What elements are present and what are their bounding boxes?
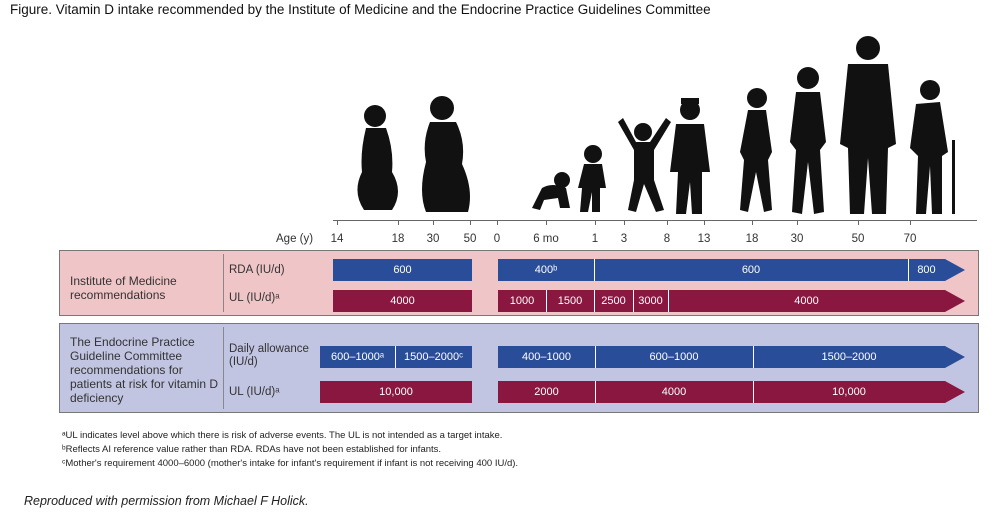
endocrine-divider [223, 327, 224, 409]
age-tick-label: 18 [391, 233, 405, 245]
endocrine-group-label: The Endocrine Practice Guideline Committ… [70, 335, 219, 405]
iom-rda-arrow-head [945, 259, 965, 281]
endocrine-ul-segment-label: 10,000 [832, 386, 866, 398]
age-tick-label: 18 [745, 233, 759, 245]
endocrine-ul-label: UL (IU/d)ᵃ [229, 386, 280, 398]
iom-ul-arrow-head [945, 290, 965, 312]
endocrine-daily-allowance-segment-label: 600–1000 [649, 351, 699, 363]
endocrine-ul-arrow-head [945, 381, 965, 403]
age-tick-label: 50 [463, 233, 477, 245]
age-tick-label: 3 [620, 233, 628, 245]
iom-ul-bar [498, 290, 945, 312]
iom-rda-bar [333, 259, 472, 281]
teen-boy-icon [670, 98, 710, 214]
age-tick-mark [752, 220, 753, 225]
elderly-man-with-cane-icon [910, 80, 955, 214]
endocrine-ul-segment-separator [595, 381, 596, 403]
figure-title: Figure. Vitamin D intake recommended by … [10, 2, 711, 17]
age-tick-mark [337, 220, 338, 225]
age-tick-mark [858, 220, 859, 225]
endocrine-ul-segment-label: 4000 [661, 386, 687, 398]
iom-rda-segment-label: 600 [393, 264, 412, 276]
age-tick-mark [910, 220, 911, 225]
age-tick-mark [595, 220, 596, 225]
iom-divider [223, 254, 224, 312]
iom-rda-label: RDA (IU/d) [229, 264, 285, 276]
breastfeeding-mother-icon [422, 96, 470, 212]
endocrine-daily-allowance-segment-label: 1500–2000ᶜ [404, 351, 463, 363]
iom-group-label: Institute of Medicine recommendations [70, 274, 177, 302]
endocrine-ul-segment-label: 10,000 [379, 386, 413, 398]
iom-rda-segment-separator [908, 259, 909, 281]
age-tick-label: 6 mo [533, 233, 559, 245]
age-tick-mark [470, 220, 471, 225]
age-tick-label: 30 [790, 233, 804, 245]
iom-ul-segment-label: 4000 [390, 295, 415, 307]
pregnant-woman-icon [357, 105, 398, 210]
endocrine-ul-bar [498, 381, 945, 403]
crawling-baby-icon [532, 172, 570, 210]
iom-rda-segment-label: 400ᵇ [534, 264, 558, 276]
credit-line: Reproduced with permission from Michael … [24, 494, 309, 508]
age-tick-label: 14 [330, 233, 344, 245]
age-tick-label: 1 [591, 233, 599, 245]
age-tick-label: 8 [663, 233, 671, 245]
iom-ul-segment-label: 2500 [601, 295, 626, 307]
iom-ul-segment-separator [594, 290, 595, 312]
endocrine-daily-allowance-bar [320, 346, 472, 368]
endocrine-daily-allowance-segment-label: 400–1000 [522, 351, 571, 363]
girl-walking-icon [740, 88, 772, 212]
age-axis-line [333, 220, 977, 221]
woman-icon [790, 67, 826, 214]
age-tick-mark [546, 220, 547, 225]
child-jumping-icon [618, 118, 671, 212]
iom-ul-segment-separator [546, 290, 547, 312]
life-stage-silhouettes [357, 36, 955, 214]
age-tick-label: 70 [903, 233, 917, 245]
endocrine-ul-segment-separator [753, 381, 754, 403]
age-tick-label: 30 [426, 233, 440, 245]
age-tick-label: 13 [697, 233, 711, 245]
man-icon [840, 36, 896, 214]
endocrine-daily-allowance-arrow-head [945, 346, 965, 368]
age-tick-mark [624, 220, 625, 225]
iom-ul-label: UL (IU/d)ᵃ [229, 292, 280, 304]
endocrine-daily-allowance-bar [498, 346, 945, 368]
iom-ul-segment-separator [668, 290, 669, 312]
endocrine-daily-allowance-segment-separator [753, 346, 754, 368]
age-tick-mark [704, 220, 705, 225]
endocrine-ul-segment-label: 2000 [534, 386, 559, 398]
iom-rda-bar [498, 259, 945, 281]
endocrine-daily-allowance-label: Daily allowance (IU/d) [229, 343, 309, 368]
age-tick-mark [398, 220, 399, 225]
footnote-c: ᶜMother's requirement 4000–6000 (mother'… [62, 458, 519, 469]
footnote-a: ᵃUL indicates level above which there is… [62, 430, 503, 441]
iom-rda-segment-label: 600 [741, 264, 761, 276]
toddler-icon [578, 145, 606, 212]
endocrine-ul-bar [320, 381, 472, 403]
iom-ul-bar [333, 290, 472, 312]
iom-ul-segment-label: 3000 [638, 295, 663, 307]
iom-ul-segment-label: 1500 [557, 295, 583, 307]
footnote-b: ᵇReflects AI reference value rather than… [62, 444, 442, 455]
endocrine-daily-allowance-segment-label: 1500–2000 [821, 351, 877, 363]
iom-ul-segment-label: 1000 [509, 295, 535, 307]
endocrine-daily-allowance-segment-label: 600–1000ᵃ [330, 351, 385, 363]
age-tick-mark [667, 220, 668, 225]
age-tick-label: 50 [851, 233, 865, 245]
iom-rda-segment-label: 800 [917, 264, 936, 276]
endocrine-daily-allowance-segment-separator [395, 346, 396, 368]
age-tick-mark [797, 220, 798, 225]
iom-rda-segment-separator [594, 259, 595, 281]
iom-ul-segment-separator [633, 290, 634, 312]
age-tick-label: 0 [493, 233, 501, 245]
endocrine-daily-allowance-segment-separator [595, 346, 596, 368]
age-tick-mark [497, 220, 498, 225]
age-axis-label: Age (y) [276, 233, 314, 245]
iom-ul-segment-label: 4000 [794, 295, 819, 307]
age-tick-mark [433, 220, 434, 225]
